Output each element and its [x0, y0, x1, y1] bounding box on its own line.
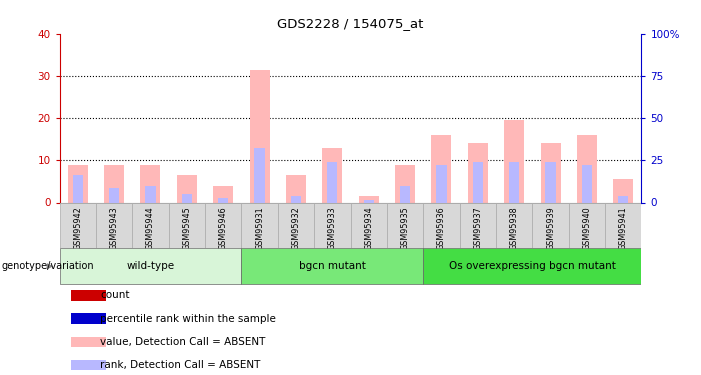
- Bar: [213, 186, 233, 202]
- Bar: [140, 165, 161, 202]
- Bar: [73, 175, 83, 202]
- Bar: [68, 165, 88, 202]
- Bar: [182, 194, 192, 202]
- Bar: [278, 202, 314, 248]
- Bar: [605, 202, 641, 248]
- Bar: [314, 202, 350, 248]
- Bar: [532, 202, 569, 248]
- Bar: [540, 144, 561, 202]
- Text: GSM95941: GSM95941: [619, 206, 627, 250]
- Bar: [322, 148, 342, 202]
- Bar: [460, 202, 496, 248]
- Bar: [387, 202, 423, 248]
- Text: GSM95934: GSM95934: [365, 206, 373, 250]
- Bar: [423, 202, 460, 248]
- Bar: [218, 198, 229, 202]
- Bar: [468, 144, 488, 202]
- Bar: [72, 314, 106, 324]
- Text: GSM95946: GSM95946: [219, 206, 228, 250]
- Bar: [250, 70, 270, 202]
- Text: genotype/variation: genotype/variation: [1, 261, 94, 271]
- Text: GSM95935: GSM95935: [400, 206, 409, 250]
- Text: GSM95933: GSM95933: [328, 206, 336, 250]
- Bar: [104, 165, 124, 202]
- Bar: [545, 162, 556, 202]
- Text: GSM95942: GSM95942: [74, 206, 82, 250]
- Text: GSM95939: GSM95939: [546, 206, 555, 250]
- Bar: [254, 148, 265, 202]
- Bar: [177, 175, 197, 202]
- Bar: [169, 202, 205, 248]
- Bar: [327, 162, 337, 202]
- Bar: [431, 135, 451, 202]
- Text: Os overexpressing bgcn mutant: Os overexpressing bgcn mutant: [449, 261, 615, 271]
- Bar: [472, 162, 483, 202]
- Bar: [72, 360, 106, 370]
- Text: GSM95943: GSM95943: [109, 206, 118, 250]
- Bar: [436, 165, 447, 202]
- Text: GDS2228 / 154075_at: GDS2228 / 154075_at: [278, 17, 423, 30]
- Bar: [582, 165, 592, 202]
- Bar: [205, 202, 241, 248]
- Bar: [132, 202, 169, 248]
- Bar: [145, 186, 156, 202]
- Bar: [286, 175, 306, 202]
- Text: wild-type: wild-type: [126, 261, 175, 271]
- Text: GSM95932: GSM95932: [292, 206, 301, 250]
- Bar: [72, 290, 106, 300]
- Bar: [291, 196, 301, 202]
- Bar: [395, 165, 415, 202]
- Text: count: count: [100, 290, 130, 300]
- Text: GSM95940: GSM95940: [583, 206, 592, 250]
- Bar: [72, 337, 106, 347]
- Bar: [241, 202, 278, 248]
- Text: GSM95936: GSM95936: [437, 206, 446, 250]
- Bar: [364, 200, 374, 202]
- Bar: [60, 202, 96, 248]
- Text: GSM95931: GSM95931: [255, 206, 264, 250]
- Bar: [613, 179, 633, 203]
- Bar: [569, 202, 605, 248]
- Bar: [509, 162, 519, 202]
- Text: bgcn mutant: bgcn mutant: [299, 261, 366, 271]
- Bar: [423, 248, 641, 284]
- Bar: [60, 248, 241, 284]
- Bar: [504, 120, 524, 202]
- Text: GSM95944: GSM95944: [146, 206, 155, 250]
- Text: value, Detection Call = ABSENT: value, Detection Call = ABSENT: [100, 337, 266, 347]
- Text: percentile rank within the sample: percentile rank within the sample: [100, 314, 276, 324]
- Text: GSM95945: GSM95945: [182, 206, 191, 250]
- Bar: [577, 135, 597, 202]
- Text: GSM95937: GSM95937: [473, 206, 482, 250]
- Text: rank, Detection Call = ABSENT: rank, Detection Call = ABSENT: [100, 360, 261, 370]
- Text: GSM95938: GSM95938: [510, 206, 519, 250]
- Bar: [109, 188, 119, 202]
- Bar: [400, 186, 410, 202]
- Bar: [496, 202, 532, 248]
- Bar: [96, 202, 132, 248]
- Bar: [241, 248, 423, 284]
- Bar: [359, 196, 379, 202]
- Bar: [618, 196, 628, 202]
- Bar: [350, 202, 387, 248]
